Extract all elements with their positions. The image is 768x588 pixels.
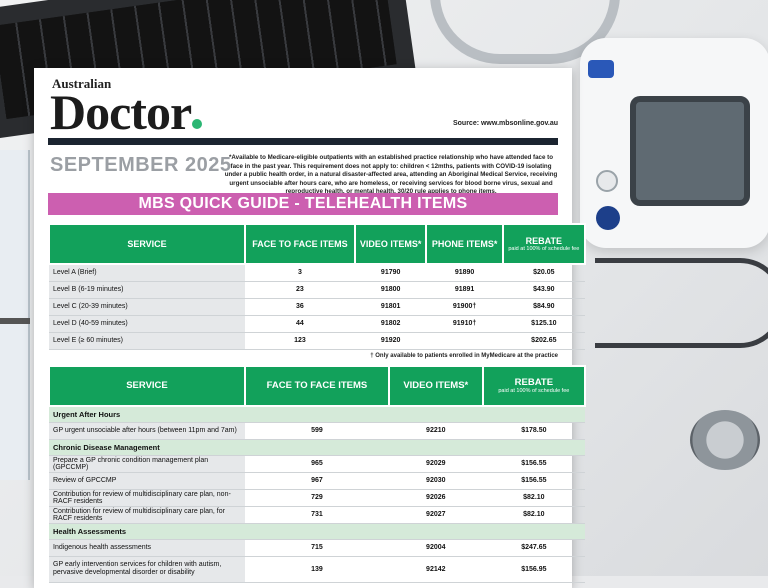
category-row-urgent: Urgent After Hours	[49, 406, 585, 423]
col-service: SERVICE	[48, 223, 246, 265]
pen-image	[0, 318, 30, 324]
issue-date: SEPTEMBER 2025	[50, 154, 232, 176]
brand-big: Doctor	[50, 84, 192, 140]
category-row-chronic: Chronic Disease Management	[49, 439, 585, 456]
col-service: SERVICE	[48, 365, 246, 407]
clipboard-image	[0, 150, 30, 480]
table-row: Prepare a GP chronic condition managemen…	[49, 455, 585, 473]
table-row: GP early intervention services for child…	[49, 556, 585, 583]
category-row-health: Health Assessments	[49, 523, 585, 540]
top-divider	[48, 138, 558, 145]
col-video: VIDEO ITEMS*	[353, 223, 428, 265]
mymedicare-footnote: † Only available to patients enrolled in…	[370, 353, 558, 359]
table-row: Contribution for review of multidiscipli…	[49, 489, 585, 507]
eligibility-note: *Available to Medicare-eligible outpatie…	[224, 154, 558, 195]
other-services-table: SERVICE FACE TO FACE ITEMS VIDEO ITEMS* …	[48, 365, 587, 583]
source-line: Source: www.mbsonline.gov.au	[452, 120, 558, 127]
brand-small: Australian	[52, 76, 112, 91]
gp-attendance-table: SERVICE FACE TO FACE ITEMS VIDEO ITEMS* …	[48, 223, 587, 350]
stethoscope-tube-image	[595, 258, 768, 348]
blood-pressure-monitor-image	[580, 38, 768, 248]
table-row: Level E (≥ 60 minutes) 123 91920 $202.65	[49, 332, 585, 350]
table-row: Contribution for review of multidiscipli…	[49, 506, 585, 524]
col-f2f: FACE TO FACE ITEMS	[244, 223, 356, 265]
guide-title: MBS QUICK GUIDE - TELEHEALTH ITEMS	[138, 195, 468, 212]
table-row: Indigenous health assessments 715 92004 …	[49, 539, 585, 557]
table-row: Level B (6-19 minutes) 23 91800 91891 $4…	[49, 281, 585, 299]
col-f2f: FACE TO FACE ITEMS	[244, 365, 390, 407]
table-row: Level D (40-59 minutes) 44 91802 91910† …	[49, 315, 585, 333]
brand-logo: Australian Doctor	[50, 76, 203, 137]
col-phone: PHONE ITEMS*	[425, 223, 504, 265]
document-page: Australian Doctor Source: www.mbsonline.…	[34, 68, 587, 588]
stethoscope-chestpiece-image	[690, 410, 760, 470]
col-rebate: REBATE paid at 100% of schedule fee	[501, 223, 587, 265]
table-row: GP urgent unsociable after hours (betwee…	[49, 422, 585, 440]
brand-dot-icon	[192, 119, 203, 129]
col-rebate: REBATE paid at 100% of schedule fee	[481, 365, 587, 407]
col-video: VIDEO ITEMS*	[387, 365, 484, 407]
table-row: Level C (20-39 minutes) 36 91801 91900† …	[49, 298, 585, 316]
guide-title-band: MBS QUICK GUIDE - TELEHEALTH ITEMS	[48, 193, 558, 215]
table-row: Level A (Brief) 3 91790 91890 $20.05	[49, 264, 585, 282]
table-row: Review of GPCCMP 967 92030 $156.55	[49, 472, 585, 490]
